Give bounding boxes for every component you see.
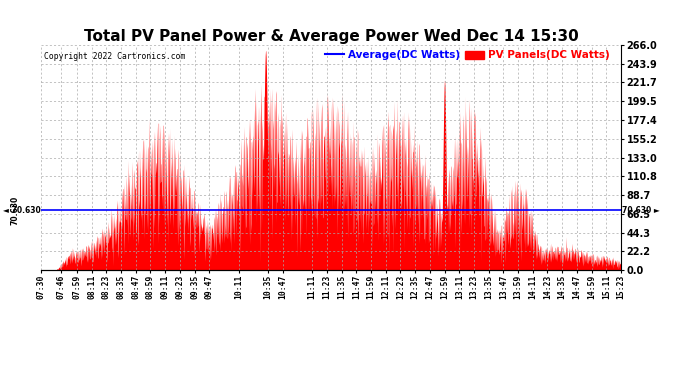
Legend: Average(DC Watts), PV Panels(DC Watts): Average(DC Watts), PV Panels(DC Watts): [325, 50, 610, 60]
Text: Copyright 2022 Cartronics.com: Copyright 2022 Cartronics.com: [44, 52, 186, 61]
Text: 70.630: 70.630: [11, 196, 20, 225]
Title: Total PV Panel Power & Average Power Wed Dec 14 15:30: Total PV Panel Power & Average Power Wed…: [83, 29, 579, 44]
Text: ◄ 70.630: ◄ 70.630: [3, 206, 41, 215]
Text: 70.630 ►: 70.630 ►: [622, 206, 660, 215]
